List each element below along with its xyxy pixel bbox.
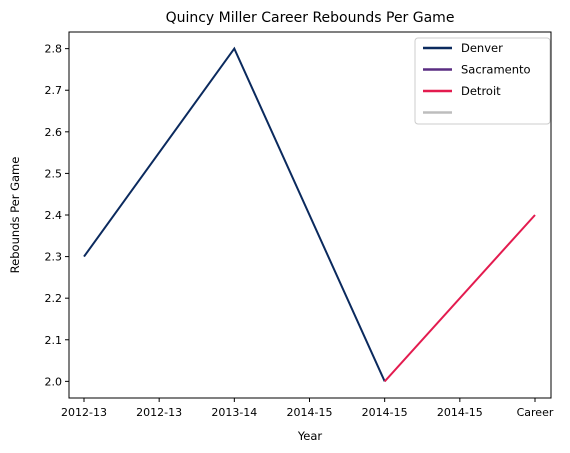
x-tick-label: 2014-15 [287,406,333,419]
y-tick-label: 2.3 [45,251,63,264]
y-axis-label: Rebounds Per Game [8,157,22,274]
x-tick-label: 2014-15 [362,406,408,419]
legend-box [414,37,551,125]
y-axis-ticks: 2.0 2.1 2.2 2.3 2.4 2.5 2.6 2.7 2.8 [45,43,69,388]
x-tick-label: 2014-15 [437,406,483,419]
legend-label: Detroit [461,84,501,98]
legend-label: Denver [461,41,503,55]
x-tick-label: 2012-13 [136,406,182,419]
x-axis-label: Year [297,429,323,443]
x-axis-ticks: 2012-13 2012-13 2013-14 2014-15 2014-15 2014-… [61,398,554,419]
x-tick-label: Career [517,406,554,419]
y-tick-label: 2.0 [45,375,63,388]
legend: Denver Sacramento Detroit [414,37,551,125]
y-tick-label: 2.2 [45,292,63,305]
chart-title: Quincy Miller Career Rebounds Per Game [166,10,455,26]
y-tick-label: 2.8 [45,43,63,56]
x-tick-label: 2012-13 [61,406,107,419]
y-tick-label: 2.7 [45,84,63,97]
series-line-detroit [383,214,536,383]
legend-items: Denver Sacramento Detroit [423,41,531,114]
y-tick-label: 2.5 [45,167,63,180]
series-line-denver [83,46,386,382]
series-lines [83,46,536,383]
x-tick-label: 2013-14 [211,406,257,419]
y-tick-label: 2.6 [45,126,63,139]
y-tick-label: 2.1 [45,334,63,347]
y-tick-label: 2.4 [45,209,63,222]
legend-label: Sacramento [461,63,531,77]
